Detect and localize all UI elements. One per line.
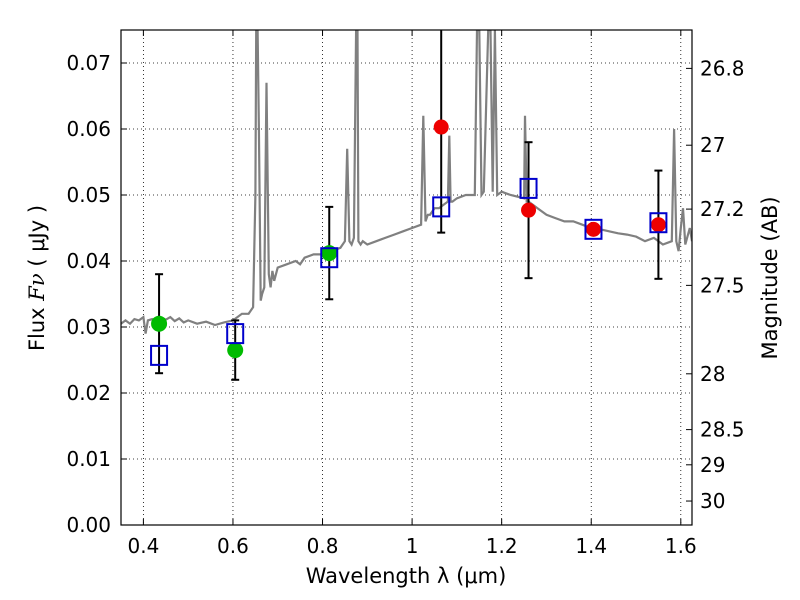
model-point (320, 247, 339, 269)
y-tick-label: 0.03 (66, 315, 111, 339)
axis-ticks (121, 30, 692, 526)
y-tick-label: 0.07 (66, 51, 111, 75)
y2-tick-label: 30 (700, 489, 725, 513)
model-point (584, 218, 603, 240)
red-point (650, 217, 666, 233)
y2-tick-label: 29 (700, 453, 725, 477)
red-point (585, 221, 601, 237)
x-tick-label: 1.4 (575, 534, 607, 558)
y-tick-label: 0.05 (66, 183, 111, 207)
y2-tick-label: 27.2 (700, 197, 745, 221)
grid-lines (121, 30, 692, 526)
x-tick-label: 0.8 (307, 534, 339, 558)
model-point (519, 177, 538, 199)
y-axis-label: Flux Fν ( μJy ) (25, 205, 49, 351)
model-point (226, 323, 245, 345)
x-axis-label: Wavelength λ (μm) (306, 564, 507, 588)
y2-tick-label: 28.5 (700, 418, 745, 442)
y-tick-label: 0.01 (66, 447, 111, 471)
x-tick-label: 0.6 (217, 534, 249, 558)
y-tick-labels: 0.00 0.01 0.02 0.03 0.04 0.05 0.06 0.07 (66, 51, 111, 537)
x-tick-label: 1.2 (486, 534, 518, 558)
red-points (433, 119, 666, 237)
x-tick-label: 1.6 (665, 534, 697, 558)
y2-tick-label: 27 (700, 133, 725, 157)
model-point (649, 212, 668, 234)
model-point (150, 344, 169, 366)
y-tick-label: 0.02 (66, 381, 111, 405)
green-point (227, 342, 244, 359)
x-tick-label: 0.4 (127, 534, 159, 558)
plot-frame (120, 29, 693, 526)
x-tick-labels: 0.4 0.6 0.8 1 1.2 1.4 1.6 (127, 534, 696, 558)
red-point (433, 119, 449, 135)
y-tick-label: 0.00 (66, 513, 111, 537)
y2-tick-label: 26.8 (700, 56, 745, 80)
red-point (521, 202, 537, 218)
y-tick-label: 0.04 (66, 249, 111, 273)
model-point (432, 196, 451, 218)
green-point (151, 315, 168, 332)
y-axis-label-prefix: Flux (25, 307, 49, 351)
y2-tick-label: 27.5 (700, 273, 745, 297)
y-axis-label-symbol: Fν (25, 273, 49, 302)
y-axis-label-unit: ( μJy ) (25, 205, 49, 267)
y2-tick-label: 28 (700, 362, 725, 386)
y2-axis-label: Magnitude (AB) (758, 196, 782, 359)
x-tick-label: 1 (406, 534, 419, 558)
error-bars (155, 30, 663, 381)
y-tick-label: 0.06 (66, 117, 111, 141)
spectrum-line (121, 30, 692, 334)
y2-tick-labels: 26.8 27 27.2 27.5 28 28.5 29 30 (700, 56, 745, 513)
model-points (150, 177, 668, 366)
